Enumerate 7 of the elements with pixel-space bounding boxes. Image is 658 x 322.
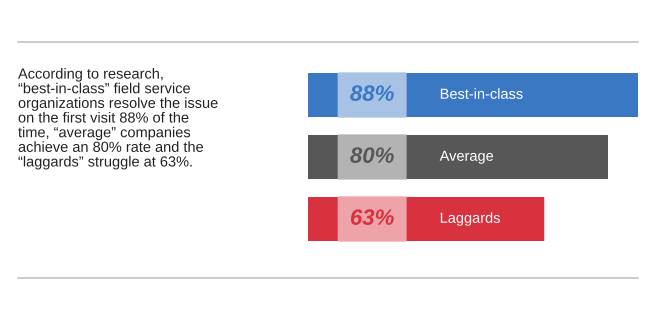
data-label: 88% [350, 85, 394, 101]
text: According to research, “best-in-class” field service organizations resolve the issue on the first visit 88% of the time, “average” companies achieve an 80% rate and the “laggards” struggle at 63%. [18, 68, 218, 170]
data-label: 63% [350, 209, 394, 225]
y-tick-label: Laggards [440, 212, 500, 226]
y-tick-label: Average [440, 150, 494, 164]
y-tick-label: Best-in-class [440, 88, 523, 99]
data-label: 80% [350, 147, 394, 163]
